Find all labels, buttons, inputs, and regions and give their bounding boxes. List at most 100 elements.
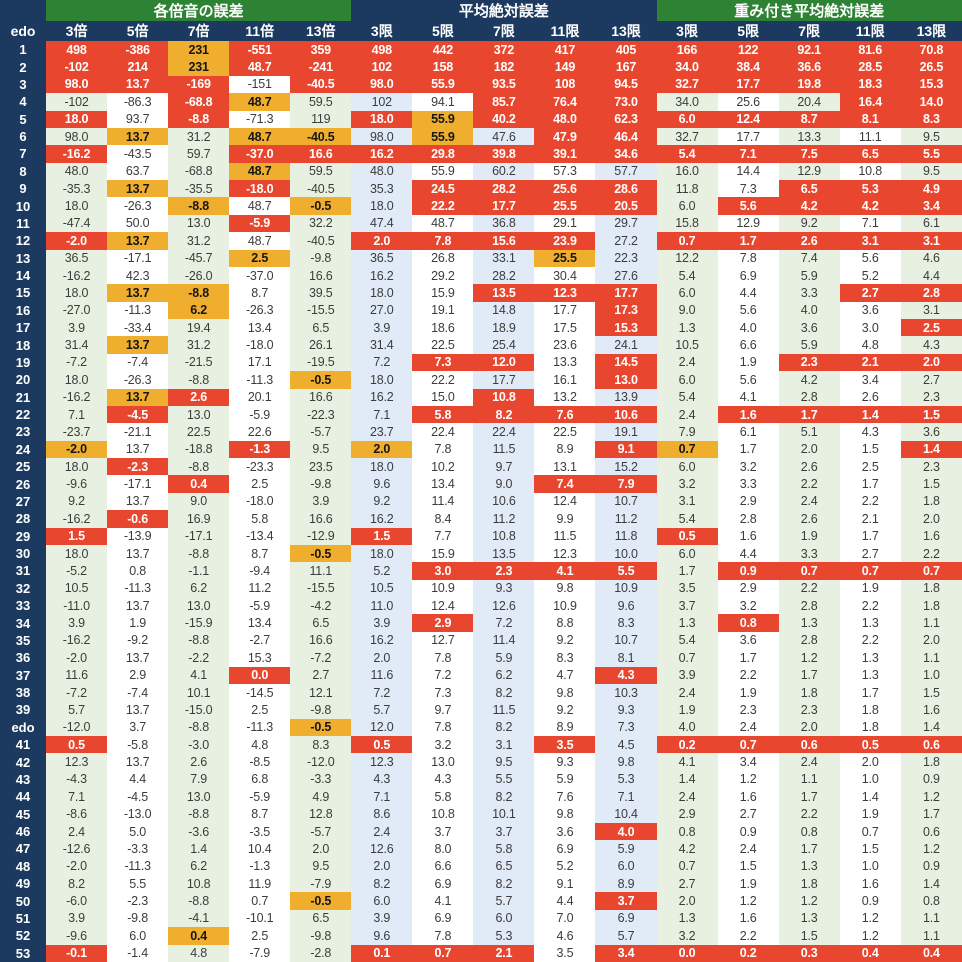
- tie-value-cell: 48.7: [229, 93, 291, 111]
- value-cell: 13.4: [412, 475, 474, 493]
- table-row: 46 2.4 5.0 -3.6 -3.5 -5.7 2.4 3.7 3.7 3.6 4.0 0.8 0.…: [0, 822, 962, 841]
- value-cell: 5.9: [534, 770, 596, 789]
- value-cell: 6.5: [290, 319, 352, 337]
- value-cell: 9.5: [473, 753, 535, 771]
- value-cell: 3.5: [534, 944, 596, 962]
- value-cell: 1.2: [839, 927, 901, 945]
- value-cell: 2.4: [778, 492, 840, 511]
- value-cell: 9.6: [595, 597, 657, 615]
- value-cell: -5.8: [107, 736, 169, 754]
- value-cell: -7.2: [46, 353, 108, 372]
- value-cell: 5.6: [717, 301, 779, 319]
- value-cell: 15.2: [595, 458, 657, 476]
- edo-cell: 5: [0, 110, 47, 128]
- value-cell: 16.6: [290, 266, 352, 285]
- value-cell: -18.8: [168, 440, 230, 458]
- table-row: 10 18.0 -26.3 -8.8 48.7 -0.5 18.0 22.2 17.7 25.5 2…: [0, 197, 962, 215]
- table-row: 19 -7.2 -7.4 -21.5 17.1 -19.5 7.2 7.3 12.0 13.3 14…: [0, 353, 962, 372]
- value-cell: 6.0: [656, 371, 718, 389]
- value-cell: 11.2: [229, 579, 291, 597]
- value-cell: 4.3: [839, 423, 901, 441]
- group-header-mean-abs-error: 平均絶対誤差: [351, 0, 657, 21]
- value-cell: 50.0: [107, 214, 169, 233]
- value-cell: -8.8: [168, 718, 230, 736]
- record-value-cell: 1.4: [900, 440, 962, 458]
- tie-value-cell: -0.5: [290, 371, 352, 389]
- value-cell: -26.3: [107, 371, 169, 389]
- value-cell: 2.7: [656, 875, 718, 893]
- record-value-cell: 85.7: [473, 93, 535, 111]
- value-cell: 2.3: [717, 701, 779, 719]
- value-cell: 5.5: [473, 770, 535, 789]
- value-cell: 9.2: [351, 492, 413, 511]
- value-cell: 23.5: [290, 458, 352, 476]
- value-cell: 2.2: [839, 631, 901, 650]
- value-cell: 12.3: [351, 753, 413, 771]
- record-value-cell: 182: [473, 58, 535, 76]
- table-row: 53 -0.1 -1.4 4.8 -7.9 -2.8 0.1 0.7 2.1 3.5 3.4 0.0 0…: [0, 944, 962, 962]
- record-value-cell: 0.7: [778, 562, 840, 580]
- record-value-cell: 28.6: [595, 180, 657, 198]
- value-cell: -11.3: [107, 857, 169, 875]
- record-value-cell: 8.7: [778, 110, 840, 128]
- value-cell: 47.6: [473, 127, 535, 146]
- record-value-cell: -2.0: [46, 232, 108, 250]
- record-value-cell: 62.3: [595, 110, 657, 128]
- record-value-cell: 122: [717, 41, 779, 59]
- value-cell: 4.4: [717, 284, 779, 302]
- table-row: 12 -2.0 13.7 31.2 48.7 -40.5 2.0 7.8 15.6 23.9 27.…: [0, 232, 962, 250]
- value-cell: -1.4: [107, 944, 169, 962]
- value-cell: 11.1: [839, 127, 901, 146]
- value-cell: 8.3: [534, 649, 596, 667]
- tie-value-cell: -40.5: [290, 127, 352, 146]
- value-cell: -9.6: [46, 927, 108, 945]
- value-cell: 1.9: [656, 701, 718, 719]
- record-value-cell: 81.6: [839, 41, 901, 59]
- value-cell: 2.2: [900, 544, 962, 563]
- edo-cell: 49: [0, 875, 47, 893]
- edo-cell: 45: [0, 805, 47, 823]
- value-cell: 4.3: [412, 770, 474, 789]
- edo-cell: 2: [0, 58, 47, 76]
- table-row: 6 98.0 13.7 31.2 48.7 -40.5 98.0 55.9 47.6 47.9 46…: [0, 127, 962, 146]
- value-cell: 5.3: [473, 927, 535, 945]
- record-value-cell: 8.1: [839, 110, 901, 128]
- value-cell: 4.2: [656, 840, 718, 858]
- table-row: 28 -16.2 -0.6 16.9 5.8 16.6 16.2 8.4 11.2 9.9 11.2…: [0, 510, 962, 528]
- record-value-cell: 3.4: [900, 197, 962, 215]
- value-cell: 9.3: [595, 701, 657, 719]
- value-cell: -13.4: [229, 527, 291, 545]
- value-cell: 5.0: [107, 822, 169, 841]
- value-cell: 59.7: [168, 145, 230, 163]
- col-header: 11限: [839, 21, 901, 41]
- record-value-cell: 0.4: [168, 475, 230, 493]
- edo-cell: 10: [0, 197, 47, 215]
- edo-cell: 34: [0, 614, 47, 632]
- value-cell: 8.2: [473, 683, 535, 702]
- value-cell: 16.2: [351, 631, 413, 650]
- edo-cell: 4: [0, 93, 47, 111]
- value-cell: 1.3: [778, 909, 840, 928]
- value-cell: -17.1: [168, 527, 230, 545]
- value-cell: 19.1: [595, 423, 657, 441]
- record-value-cell: 4.0: [595, 822, 657, 841]
- record-value-cell: 4.2: [778, 197, 840, 215]
- record-value-cell: 48.0: [534, 110, 596, 128]
- value-cell: 1.6: [717, 527, 779, 545]
- value-cell: 1.4: [168, 840, 230, 858]
- record-value-cell: 214: [107, 58, 169, 76]
- record-value-cell: 372: [473, 41, 535, 59]
- record-value-cell: 0.5: [351, 736, 413, 754]
- col-header: 5倍: [107, 21, 169, 41]
- value-cell: 12.1: [290, 683, 352, 702]
- value-cell: 1.2: [778, 892, 840, 910]
- record-value-cell: -37.0: [229, 145, 291, 163]
- table-row: 23 -23.7 -21.1 22.5 22.6 -5.7 23.7 22.4 22.4 22.5…: [0, 423, 962, 441]
- value-cell: 22.4: [473, 423, 535, 441]
- value-cell: 0.7: [229, 892, 291, 910]
- value-cell: 4.1: [717, 388, 779, 406]
- edo-cell: 52: [0, 927, 47, 945]
- value-cell: 29.1: [534, 214, 596, 233]
- record-value-cell: 8.2: [473, 405, 535, 424]
- record-value-cell: 3.7: [595, 892, 657, 910]
